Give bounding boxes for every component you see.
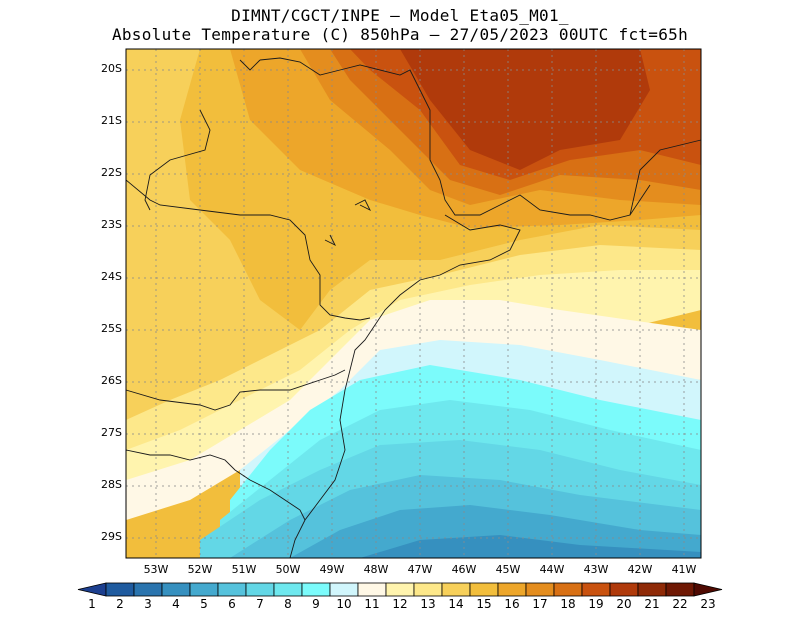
lat-label: 26S [101, 374, 122, 387]
lat-label: 20S [101, 62, 122, 75]
colorbar-label: 6 [228, 597, 236, 611]
colorbar-label: 20 [616, 597, 632, 611]
colorbar-label: 19 [588, 597, 604, 611]
colorbar-label: 2 [116, 597, 124, 611]
lat-label: 25S [101, 322, 122, 335]
lat-lon-grid [126, 49, 701, 558]
colorbar-label: 16 [504, 597, 520, 611]
lat-label: 29S [101, 530, 122, 543]
colorbar-label: 14 [448, 597, 464, 611]
colorbar-label: 18 [560, 597, 576, 611]
colorbar-label: 12 [392, 597, 408, 611]
colorbar-label: 3 [144, 597, 152, 611]
colorbar-label: 4 [172, 597, 180, 611]
colorbar-label: 5 [200, 597, 208, 611]
lon-label: 52W [187, 563, 213, 576]
lon-label: 48W [363, 563, 389, 576]
lon-label: 50W [275, 563, 301, 576]
lat-label: 21S [101, 114, 122, 127]
colorbar-label: 13 [420, 597, 436, 611]
lat-label: 27S [101, 426, 122, 439]
title-line-1: DIMNT/CGCT/INPE – Model Eta05_M01_ [231, 6, 569, 25]
lon-label: 53W [143, 563, 169, 576]
colorbar-label: 11 [364, 597, 380, 611]
field-band-4 [360, 535, 701, 558]
lat-label: 24S [101, 270, 122, 283]
colorbar-label: 7 [256, 597, 264, 611]
lon-label: 45W [495, 563, 521, 576]
coastline-borders [125, 57, 702, 559]
field-band-5 [290, 505, 701, 558]
lon-label: 51W [231, 563, 257, 576]
map-frame [125, 48, 702, 559]
colorbar-label: 15 [476, 597, 492, 611]
field-band-20 [400, 49, 650, 170]
lat-label: 22S [101, 166, 122, 179]
lat-label: 28S [101, 478, 122, 491]
lon-label: 49W [319, 563, 345, 576]
field-band-14-west [126, 49, 701, 450]
colorbar-label: 23 [700, 597, 716, 611]
lon-label: 47W [407, 563, 433, 576]
colorbar-label: 17 [532, 597, 548, 611]
colorbar-label: 21 [644, 597, 660, 611]
lon-label: 43W [583, 563, 609, 576]
colorbar-label: 9 [312, 597, 320, 611]
lon-label: 46W [451, 563, 477, 576]
lon-label: 41W [671, 563, 697, 576]
lon-label: 44W [539, 563, 565, 576]
lon-label: 42W [627, 563, 653, 576]
colorbar-label: 8 [284, 597, 292, 611]
colorbar-label: 1 [88, 597, 96, 611]
colorbar-label: 22 [672, 597, 688, 611]
lat-label: 23S [101, 218, 122, 231]
colorbar-label: 10 [336, 597, 352, 611]
title-line-2: Absolute Temperature (C) 850hPa – 27/05/… [111, 25, 689, 44]
